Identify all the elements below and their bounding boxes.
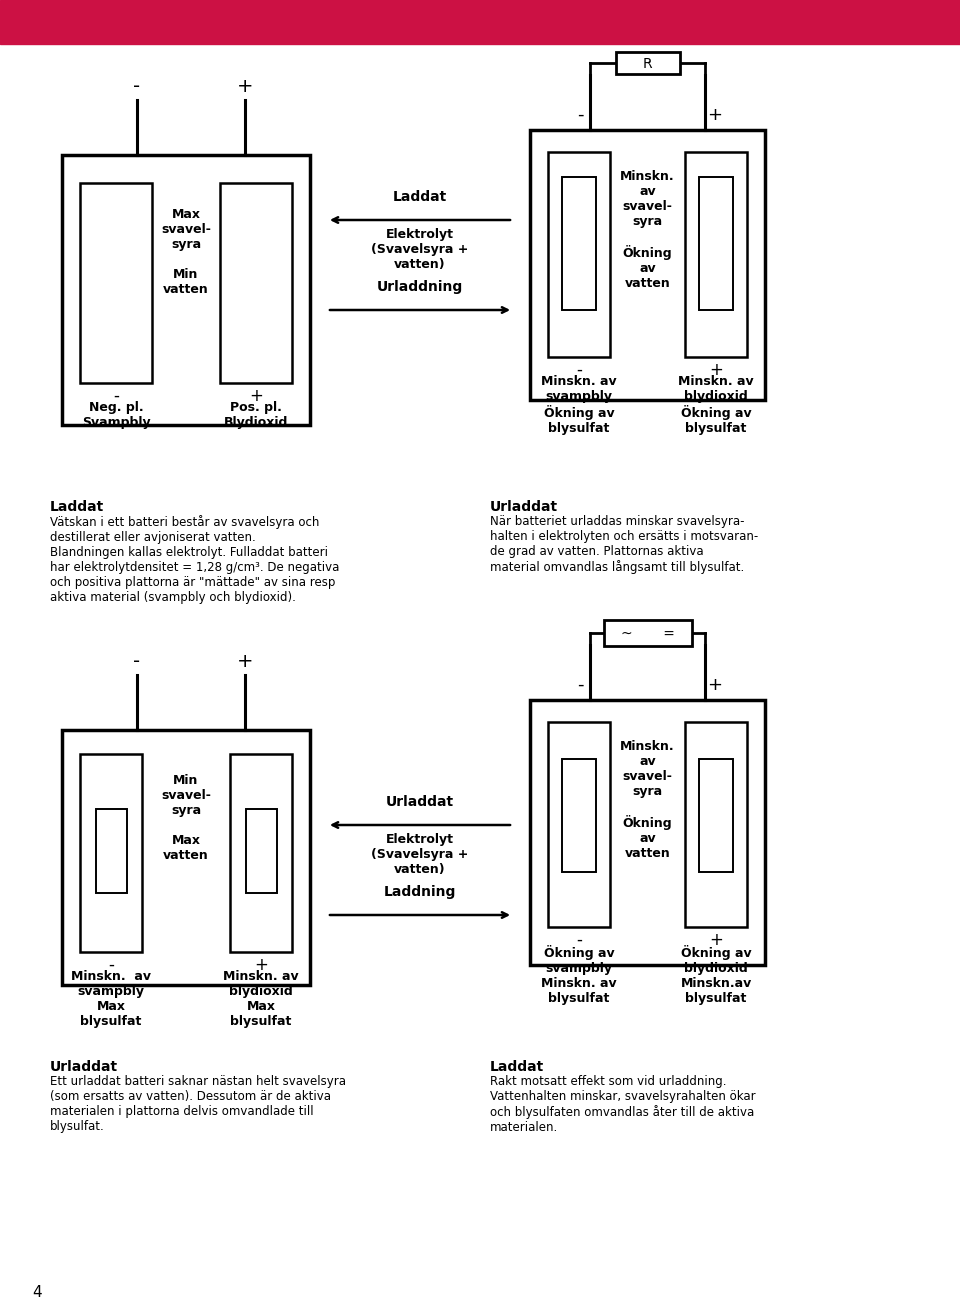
Text: -: - [133, 77, 140, 96]
Text: -: - [133, 652, 140, 671]
Text: -: - [113, 387, 119, 405]
Text: Elektrolyt
(Svavelsyra +
vatten): Elektrolyt (Svavelsyra + vatten) [372, 832, 468, 876]
Bar [562, 177, 596, 309]
Bar [95, 809, 127, 893]
Text: +: + [709, 931, 723, 949]
Text: Minskn.
av
svavel-
syra

Ökning
av
vatten: Minskn. av svavel- syra Ökning av vatten [620, 739, 675, 860]
Bar [220, 184, 292, 383]
Bar [0, 0, 960, 45]
Text: 4: 4 [32, 1285, 41, 1301]
Text: Urladdat: Urladdat [386, 794, 454, 809]
Bar [699, 759, 733, 872]
Bar [230, 754, 292, 952]
Text: När batteriet urladdas minskar svavelsyra-
halten i elektrolyten och ersätts i m: När batteriet urladdas minskar svavelsyr… [490, 515, 758, 574]
Text: Hur ett batteri fungerar: Hur ett batteri fungerar [16, 10, 335, 34]
Text: Ökning av
svampbly
Minskn. av
blysulfat: Ökning av svampbly Minskn. av blysulfat [541, 945, 617, 1006]
Bar [685, 722, 747, 927]
Bar [62, 155, 310, 425]
Text: Laddning: Laddning [384, 885, 456, 899]
Text: Urladdning: Urladdning [377, 281, 463, 294]
Text: Minskn.  av
svampbly
Max
blysulfat: Minskn. av svampbly Max blysulfat [71, 970, 151, 1028]
Bar [699, 177, 733, 309]
Text: Laddat: Laddat [393, 190, 447, 205]
Bar [80, 184, 152, 383]
Text: +: + [709, 361, 723, 379]
Text: +: + [237, 652, 253, 671]
Text: -: - [108, 956, 114, 974]
Text: Rakt motsatt effekt som vid urladdning.
Vattenhalten minskar, svavelsyrahalten ö: Rakt motsatt effekt som vid urladdning. … [490, 1075, 756, 1134]
Text: Laddat: Laddat [50, 499, 105, 514]
Text: +: + [237, 77, 253, 96]
Text: -: - [577, 106, 584, 125]
Bar [62, 730, 310, 985]
Text: Min
svavel-
syra

Max
vatten: Min svavel- syra Max vatten [161, 773, 211, 863]
Text: +: + [249, 387, 263, 405]
Text: Urladdat: Urladdat [490, 499, 558, 514]
Text: Neg. pl.
Svampbly: Neg. pl. Svampbly [82, 401, 151, 429]
Text: -: - [576, 361, 582, 379]
Bar [562, 759, 596, 872]
Text: ~       =: ~ = [620, 627, 675, 641]
Bar [685, 152, 747, 357]
Text: Minskn. av
blydioxid
Ökning av
blysulfat: Minskn. av blydioxid Ökning av blysulfat [678, 375, 754, 435]
Text: Minskn.
av
svavel-
syra

Ökning
av
vatten: Minskn. av svavel- syra Ökning av vatten [620, 170, 675, 291]
Bar [246, 809, 276, 893]
Bar [615, 52, 680, 73]
Text: +: + [254, 956, 268, 974]
Bar [80, 754, 142, 952]
Text: -: - [577, 676, 584, 694]
Text: +: + [708, 676, 723, 694]
Text: +: + [708, 106, 723, 125]
Text: Minskn. av
blydioxid
Max
blysulfat: Minskn. av blydioxid Max blysulfat [223, 970, 299, 1028]
Text: Pos. pl.
Blydioxid: Pos. pl. Blydioxid [224, 401, 288, 429]
Text: Vätskan i ett batteri består av svavelsyra och
destillerat eller avjoniserat vat: Vätskan i ett batteri består av svavelsy… [50, 515, 340, 604]
Text: Urladdat: Urladdat [50, 1061, 118, 1074]
Bar [530, 130, 765, 400]
Text: Laddat: Laddat [490, 1061, 544, 1074]
Text: Minskn. av
svampbly
Ökning av
blysulfat: Minskn. av svampbly Ökning av blysulfat [541, 375, 617, 435]
Bar [604, 620, 691, 646]
Text: R: R [642, 56, 652, 71]
Text: Ett urladdat batteri saknar nästan helt svavelsyra
(som ersatts av vatten). Dess: Ett urladdat batteri saknar nästan helt … [50, 1075, 346, 1133]
Text: Ökning av
blydioxid
Minskn.av
blysulfat: Ökning av blydioxid Minskn.av blysulfat [681, 945, 752, 1006]
Bar [548, 152, 610, 357]
Text: Elektrolyt
(Svavelsyra +
vatten): Elektrolyt (Svavelsyra + vatten) [372, 228, 468, 271]
Bar [548, 722, 610, 927]
Bar [530, 700, 765, 965]
Text: Max
svavel-
syra

Min
vatten: Max svavel- syra Min vatten [161, 208, 211, 296]
Text: -: - [576, 931, 582, 949]
